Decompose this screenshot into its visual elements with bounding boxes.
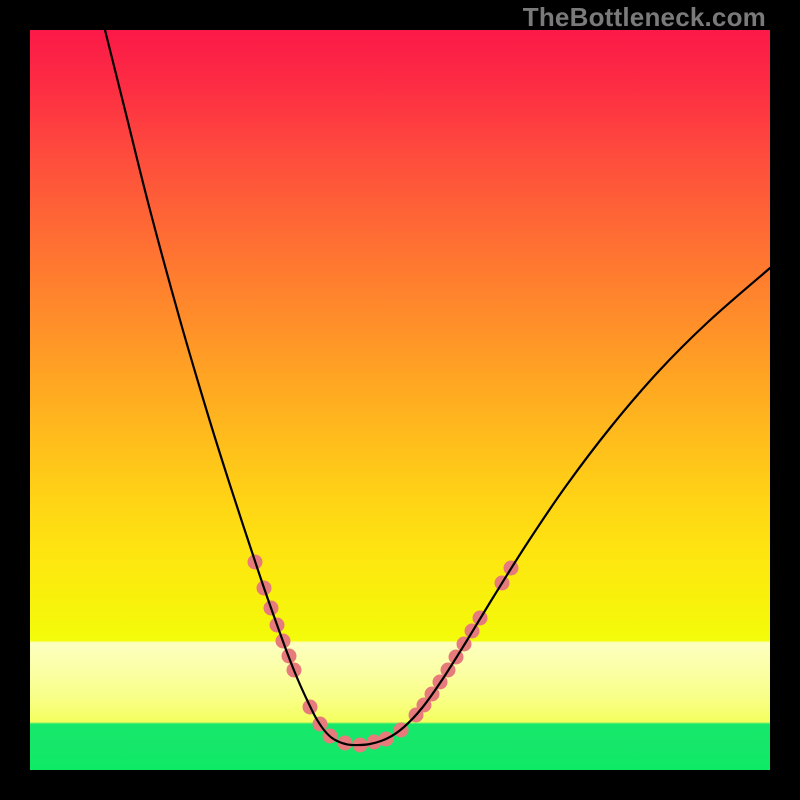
watermark-text: TheBottleneck.com	[523, 2, 766, 33]
v-curve-path	[105, 30, 770, 745]
chart-frame: TheBottleneck.com	[0, 0, 800, 800]
bottleneck-curve	[30, 30, 770, 770]
plot-area	[30, 30, 770, 770]
